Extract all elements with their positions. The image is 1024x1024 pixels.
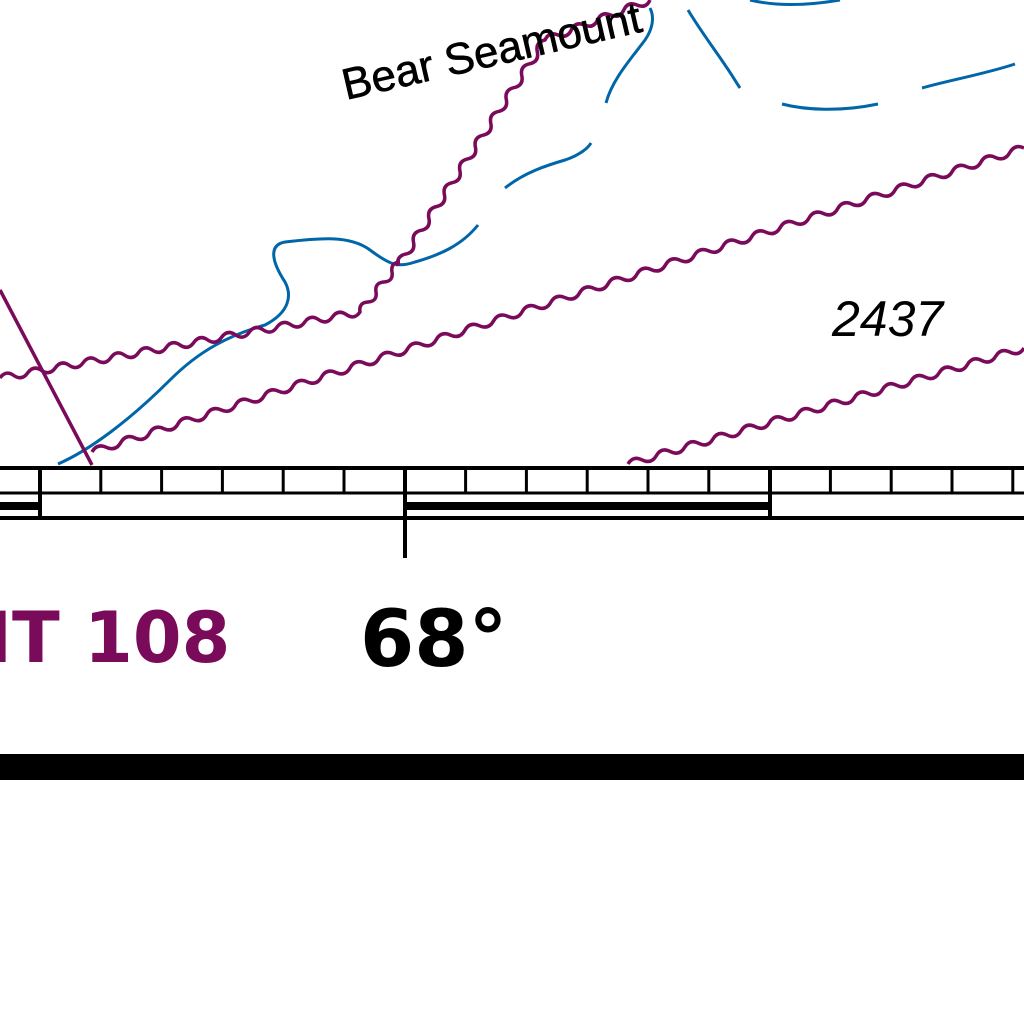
seamount-label: Bear Seamount [337, 0, 646, 110]
neatline [0, 754, 1024, 780]
depth-contour [686, 9, 742, 89]
limit-line [626, 347, 1024, 465]
depth-contour [921, 62, 1016, 90]
limit-line [90, 144, 1024, 453]
depth-contour [604, 7, 654, 104]
scale-ticks [38, 468, 1015, 493]
latitude-label: 68° [360, 595, 508, 685]
limit-lines [0, 0, 1024, 466]
limit-line [0, 260, 401, 380]
depth-contour [781, 102, 879, 111]
depth-contours [57, 0, 1016, 466]
depth-contour [749, 0, 841, 6]
limit-line [395, 0, 652, 267]
depth-sounding: 2437 [831, 291, 945, 347]
limit-label: IT 108 [0, 597, 230, 679]
boundary-line [0, 289, 94, 466]
latitude-scale [0, 466, 1024, 558]
depth-contour [504, 142, 593, 190]
scale-bar [0, 502, 40, 510]
depth-contour [57, 224, 480, 466]
scale-bar [406, 502, 770, 510]
